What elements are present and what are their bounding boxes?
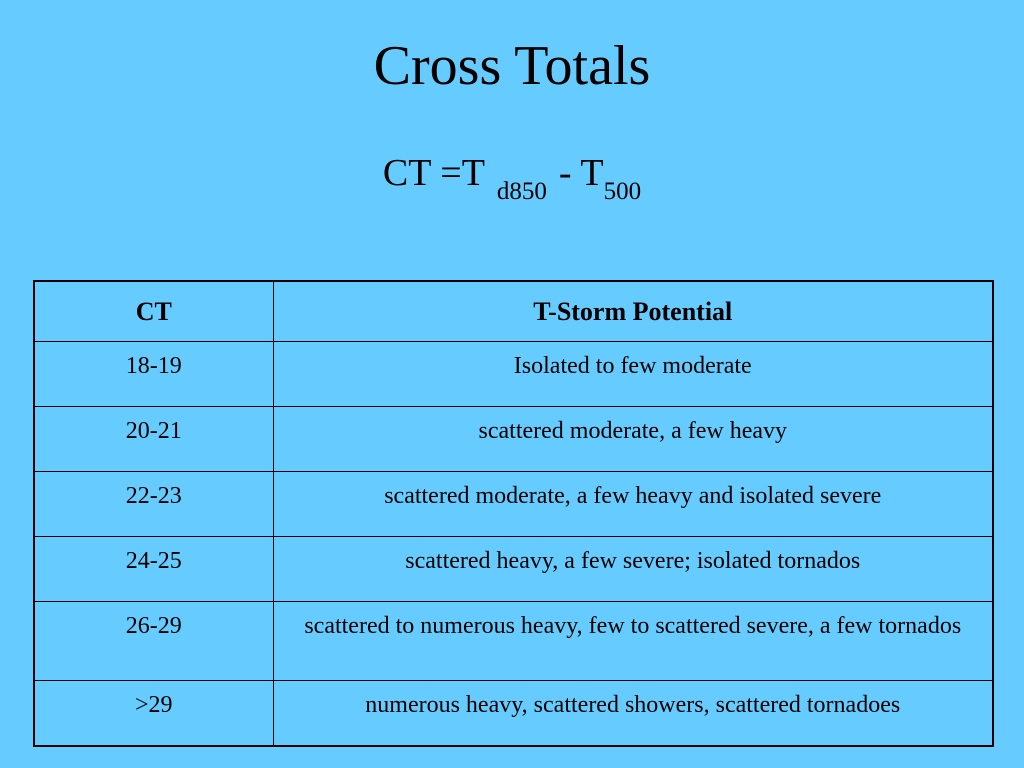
potential-cell: scattered to numerous heavy, few to scat… <box>272 601 994 681</box>
potential-cell: scattered moderate, a few heavy and isol… <box>272 471 994 537</box>
formula-subscript-500: 500 <box>603 178 642 205</box>
potential-cell: Isolated to few moderate <box>272 341 994 407</box>
table-row: 22-23 scattered moderate, a few heavy an… <box>33 471 994 537</box>
ct-cell: >29 <box>33 680 274 747</box>
table-row: >29 numerous heavy, scattered showers, s… <box>33 680 994 747</box>
ct-cell: 18-19 <box>33 341 274 407</box>
formula-minus-term: - T <box>558 152 604 194</box>
potential-cell: scattered moderate, a few heavy <box>272 406 994 472</box>
table-row: 20-21 scattered moderate, a few heavy <box>33 406 994 472</box>
table-row: 26-29 scattered to numerous heavy, few t… <box>33 601 994 681</box>
formula: CT =T d850 - T500 <box>0 145 1024 206</box>
slide-title: Cross Totals <box>373 35 651 97</box>
formula-subscript-d850: d850 <box>496 178 547 205</box>
potential-cell: numerous heavy, scattered showers, scatt… <box>272 680 994 747</box>
ct-cell: 26-29 <box>33 601 274 681</box>
potential-cell: scattered heavy, a few severe; isolated … <box>272 536 994 602</box>
formula-lhs: CT =T <box>382 152 485 194</box>
table-header-row: CT T-Storm Potential <box>33 280 994 342</box>
cross-totals-table: CT T-Storm Potential 18-19 Isolated to f… <box>33 280 994 747</box>
ct-cell: 24-25 <box>33 536 274 602</box>
ct-cell: 20-21 <box>33 406 274 472</box>
table-row: 18-19 Isolated to few moderate <box>33 341 994 407</box>
column-header-ct: CT <box>33 280 274 342</box>
ct-cell: 22-23 <box>33 471 274 537</box>
column-header-tstorm-potential: T-Storm Potential <box>272 280 994 342</box>
table-row: 24-25 scattered heavy, a few severe; iso… <box>33 536 994 602</box>
